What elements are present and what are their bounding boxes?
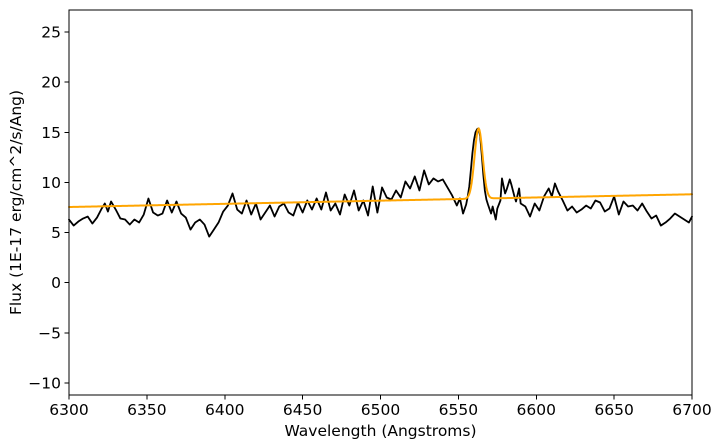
x-tick-label: 6550 <box>439 401 478 419</box>
fit-line <box>68 127 693 209</box>
x-tick-label: 6450 <box>283 401 322 419</box>
x-tick-label: 6700 <box>672 401 711 419</box>
x-tick-label: 6350 <box>127 401 166 419</box>
x-tick-label: 6500 <box>361 401 400 419</box>
x-axis-label: Wavelength (Angstroms) <box>284 422 476 440</box>
y-tick-label: −5 <box>38 324 61 342</box>
y-tick-label: 10 <box>41 174 61 192</box>
y-tick-label: 5 <box>51 224 61 242</box>
y-axis-label: Flux (1E-17 erg/cm^2/s/Ang) <box>7 90 25 315</box>
x-tick-label: 6400 <box>205 401 244 419</box>
plot-border <box>68 9 693 396</box>
y-tick-label: 0 <box>51 274 61 292</box>
spectrum-line <box>68 127 693 238</box>
y-tick-label: −10 <box>28 374 61 392</box>
x-tick-label: 6600 <box>517 401 556 419</box>
y-tick-label: 15 <box>41 124 61 142</box>
y-tick-label: 20 <box>41 74 61 92</box>
data-series <box>68 127 693 238</box>
axis-ticks: 6300 6350 6400 6450 6500 6550 6600 6650 6700 −10 −… <box>28 24 711 419</box>
x-tick-label: 6300 <box>49 401 88 419</box>
x-tick-label: 6650 <box>594 401 633 419</box>
y-tick-label: 25 <box>41 24 61 42</box>
